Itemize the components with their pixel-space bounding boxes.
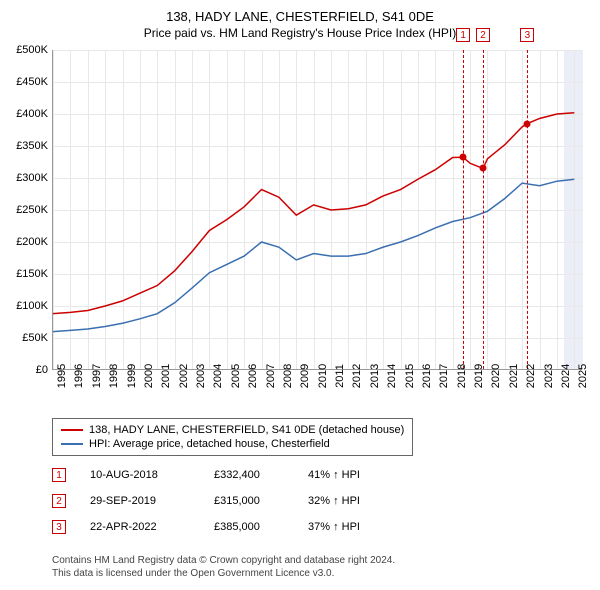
x-axis-tick: 2014 [386,364,398,388]
series-line [53,113,574,314]
sale-marker-dot [460,154,467,161]
sale-number-box: 3 [52,520,66,534]
x-axis-tick: 1997 [91,364,103,388]
y-axis-tick: £150K [0,268,48,280]
x-axis-tick: 1995 [56,364,68,388]
legend-row: HPI: Average price, detached house, Ches… [61,437,404,451]
y-axis-tick: £250K [0,204,48,216]
x-axis-tick: 1999 [126,364,138,388]
sale-date: 22-APR-2022 [90,521,190,533]
y-axis-tick: £500K [0,44,48,56]
legend-label: HPI: Average price, detached house, Ches… [89,438,330,450]
y-axis-tick: £350K [0,140,48,152]
x-axis-tick: 2017 [438,364,450,388]
sale-marker-line [483,50,484,369]
y-axis-tick: £300K [0,172,48,184]
sale-marker-box: 2 [476,28,490,42]
address-title: 138, HADY LANE, CHESTERFIELD, S41 0DE [0,0,600,26]
x-axis-tick: 2004 [212,364,224,388]
sale-marker-box: 3 [520,28,534,42]
x-axis-tick: 2018 [456,364,468,388]
sale-marker-line [463,50,464,369]
sale-price: £315,000 [214,495,284,507]
x-axis-tick: 2000 [143,364,155,388]
x-axis-tick: 2021 [508,364,520,388]
legend-swatch [61,443,83,445]
series-lines [53,50,582,369]
legend-label: 138, HADY LANE, CHESTERFIELD, S41 0DE (d… [89,424,404,436]
y-axis-tick: £0 [0,364,48,376]
legend-swatch [61,429,83,431]
x-axis-tick: 2015 [404,364,416,388]
y-axis-tick: £50K [0,332,48,344]
sale-marker-line [527,50,528,369]
y-axis-tick: £450K [0,76,48,88]
x-axis-tick: 2010 [317,364,329,388]
sale-number-box: 1 [52,468,66,482]
footnote-line-2: This data is licensed under the Open Gov… [52,567,334,580]
footnote-line-1: Contains HM Land Registry data © Crown c… [52,554,395,567]
x-axis-tick: 2009 [299,364,311,388]
sale-row: 1 10-AUG-2018 £332,400 41% ↑ HPI [52,468,388,482]
sale-price: £332,400 [214,469,284,481]
x-axis-tick: 2007 [265,364,277,388]
x-axis-tick: 2016 [421,364,433,388]
legend: 138, HADY LANE, CHESTERFIELD, S41 0DE (d… [52,418,413,456]
sale-date: 29-SEP-2019 [90,495,190,507]
sale-row: 2 29-SEP-2019 £315,000 32% ↑ HPI [52,494,388,508]
sale-marker-dot [524,120,531,127]
x-axis-tick: 2024 [560,364,572,388]
x-axis-tick: 2025 [577,364,589,388]
x-axis-tick: 1996 [73,364,85,388]
sale-row: 3 22-APR-2022 £385,000 37% ↑ HPI [52,520,388,534]
x-axis-tick: 2020 [490,364,502,388]
sale-pct-vs-hpi: 41% ↑ HPI [308,469,388,481]
x-axis-tick: 2013 [369,364,381,388]
sale-date: 10-AUG-2018 [90,469,190,481]
series-line [53,179,574,331]
legend-row: 138, HADY LANE, CHESTERFIELD, S41 0DE (d… [61,423,404,437]
x-axis-tick: 2011 [334,364,346,388]
x-axis-tick: 2019 [473,364,485,388]
y-axis-tick: £100K [0,300,48,312]
sale-marker-dot [480,165,487,172]
x-axis-tick: 2003 [195,364,207,388]
x-axis-tick: 2012 [351,364,363,388]
x-axis-tick: 2022 [525,364,537,388]
y-axis-tick: £200K [0,236,48,248]
y-axis-tick: £400K [0,108,48,120]
sale-pct-vs-hpi: 32% ↑ HPI [308,495,388,507]
x-axis-tick: 2001 [160,364,172,388]
sale-number-box: 2 [52,494,66,508]
sale-marker-box: 1 [456,28,470,42]
chart-plot-area: 123 [52,50,582,370]
chart-subtitle: Price paid vs. HM Land Registry's House … [0,26,600,44]
x-axis-tick: 2002 [178,364,190,388]
x-axis-tick: 2006 [247,364,259,388]
x-axis-tick: 2005 [230,364,242,388]
x-axis-tick: 2023 [543,364,555,388]
x-axis-tick: 2008 [282,364,294,388]
sale-price: £385,000 [214,521,284,533]
sale-pct-vs-hpi: 37% ↑ HPI [308,521,388,533]
x-axis-tick: 1998 [108,364,120,388]
